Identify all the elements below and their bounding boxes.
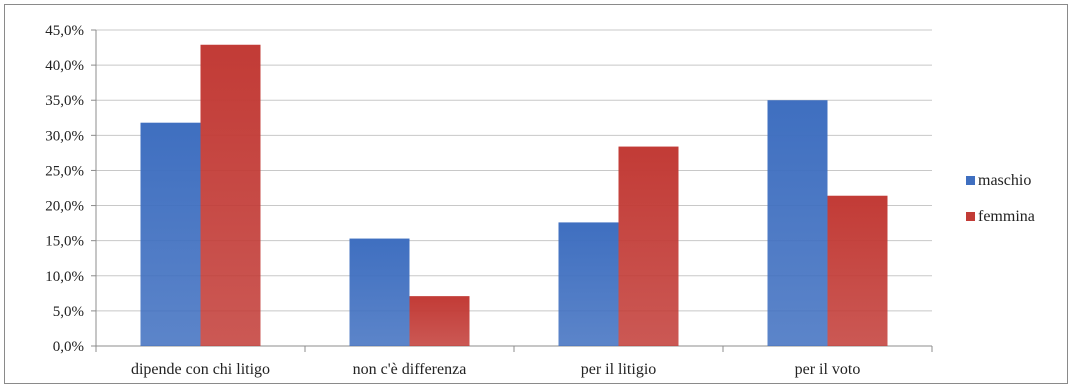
bars xyxy=(140,44,888,347)
y-tick-label: 25,0% xyxy=(45,163,84,179)
bar-femmina xyxy=(409,296,470,346)
bar-maschio xyxy=(140,122,201,347)
x-tick-label: non c'è differenza xyxy=(353,361,467,378)
legend-label-femmina: femmina xyxy=(978,208,1035,225)
bar-femmina xyxy=(618,146,679,346)
bar-femmina xyxy=(827,195,888,346)
x-axis: dipende con chi litigo non c'è differenza… xyxy=(95,346,933,378)
y-tick-label: 5,0% xyxy=(53,304,84,320)
legend-label-maschio: maschio xyxy=(978,172,1031,189)
bar-femmina xyxy=(200,44,261,346)
y-tick-label: 20,0% xyxy=(45,199,84,215)
y-tick-label: 10,0% xyxy=(45,269,84,285)
legend-swatch-maschio xyxy=(966,176,975,185)
y-tick-label: 35,0% xyxy=(45,93,84,109)
legend-swatch-femmina xyxy=(966,212,975,221)
bar-maschio xyxy=(558,222,619,346)
legend: maschio femmina xyxy=(966,172,1035,225)
y-tick-label: 45,0% xyxy=(45,23,84,39)
x-tick-label: dipende con chi litigo xyxy=(131,361,270,378)
x-tick-label: per il voto xyxy=(795,361,861,378)
y-tick-label: 0,0% xyxy=(53,339,84,355)
bar-maschio xyxy=(767,100,828,346)
y-tick-label: 30,0% xyxy=(45,128,84,144)
y-axis: 0,0% 5,0% 10,0% 15,0% 20,0% 25,0% 30,0% 35,0% 40… xyxy=(45,23,97,355)
y-tick-label: 15,0% xyxy=(45,234,84,250)
x-tick-label: per il litigio xyxy=(581,361,657,378)
y-tick-label: 40,0% xyxy=(45,58,84,74)
bar-maschio xyxy=(349,238,410,346)
